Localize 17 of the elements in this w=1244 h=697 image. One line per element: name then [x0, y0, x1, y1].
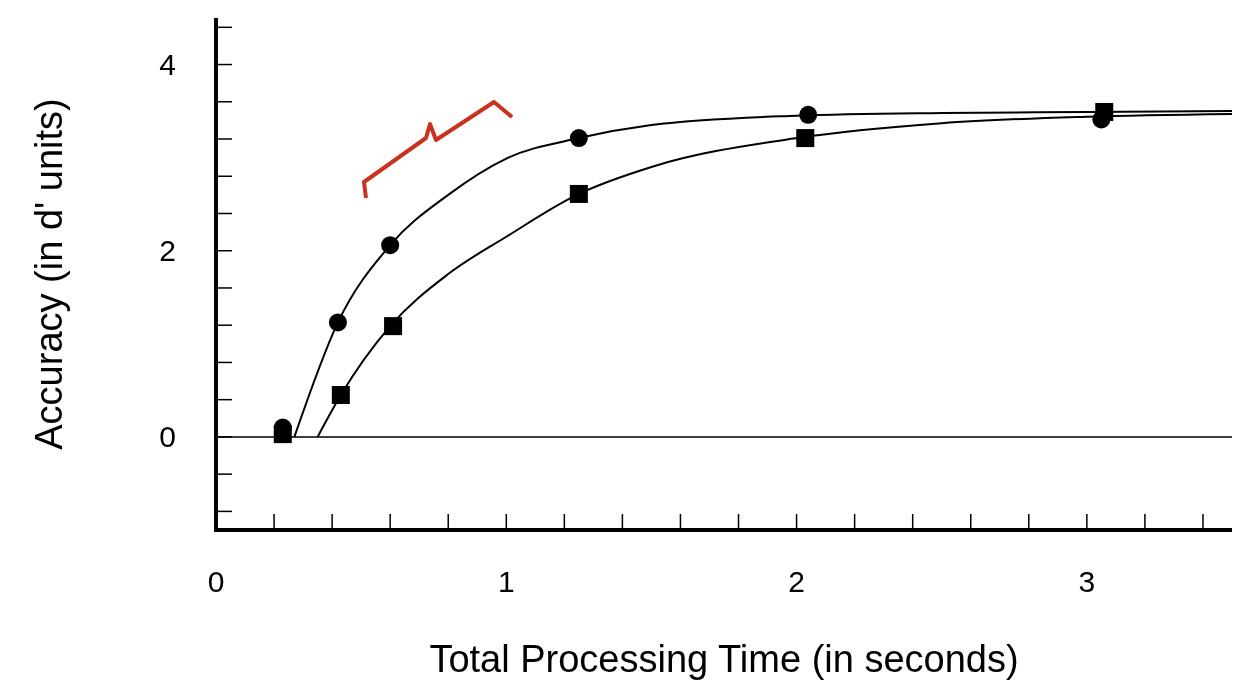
x-tick-label: 3 — [1078, 565, 1096, 598]
y-tick-label: 0 — [159, 420, 176, 454]
y-tick-label: 4 — [159, 48, 176, 82]
x-tick-label: 2 — [788, 565, 805, 598]
y-axis-title: Accuracy (in d' units) — [28, 98, 70, 450]
point — [331, 386, 350, 405]
x-axis-title: Total Processing Time (in seconds) — [429, 638, 1019, 680]
point — [381, 236, 400, 255]
point — [384, 317, 403, 336]
point — [799, 105, 818, 124]
point — [796, 129, 815, 148]
x-tick-label: 0 — [207, 565, 225, 598]
point — [569, 129, 588, 148]
point — [328, 313, 347, 332]
x-tick-label: 1 — [497, 565, 515, 598]
point — [569, 184, 588, 203]
y-tick-label: 2 — [159, 234, 176, 268]
